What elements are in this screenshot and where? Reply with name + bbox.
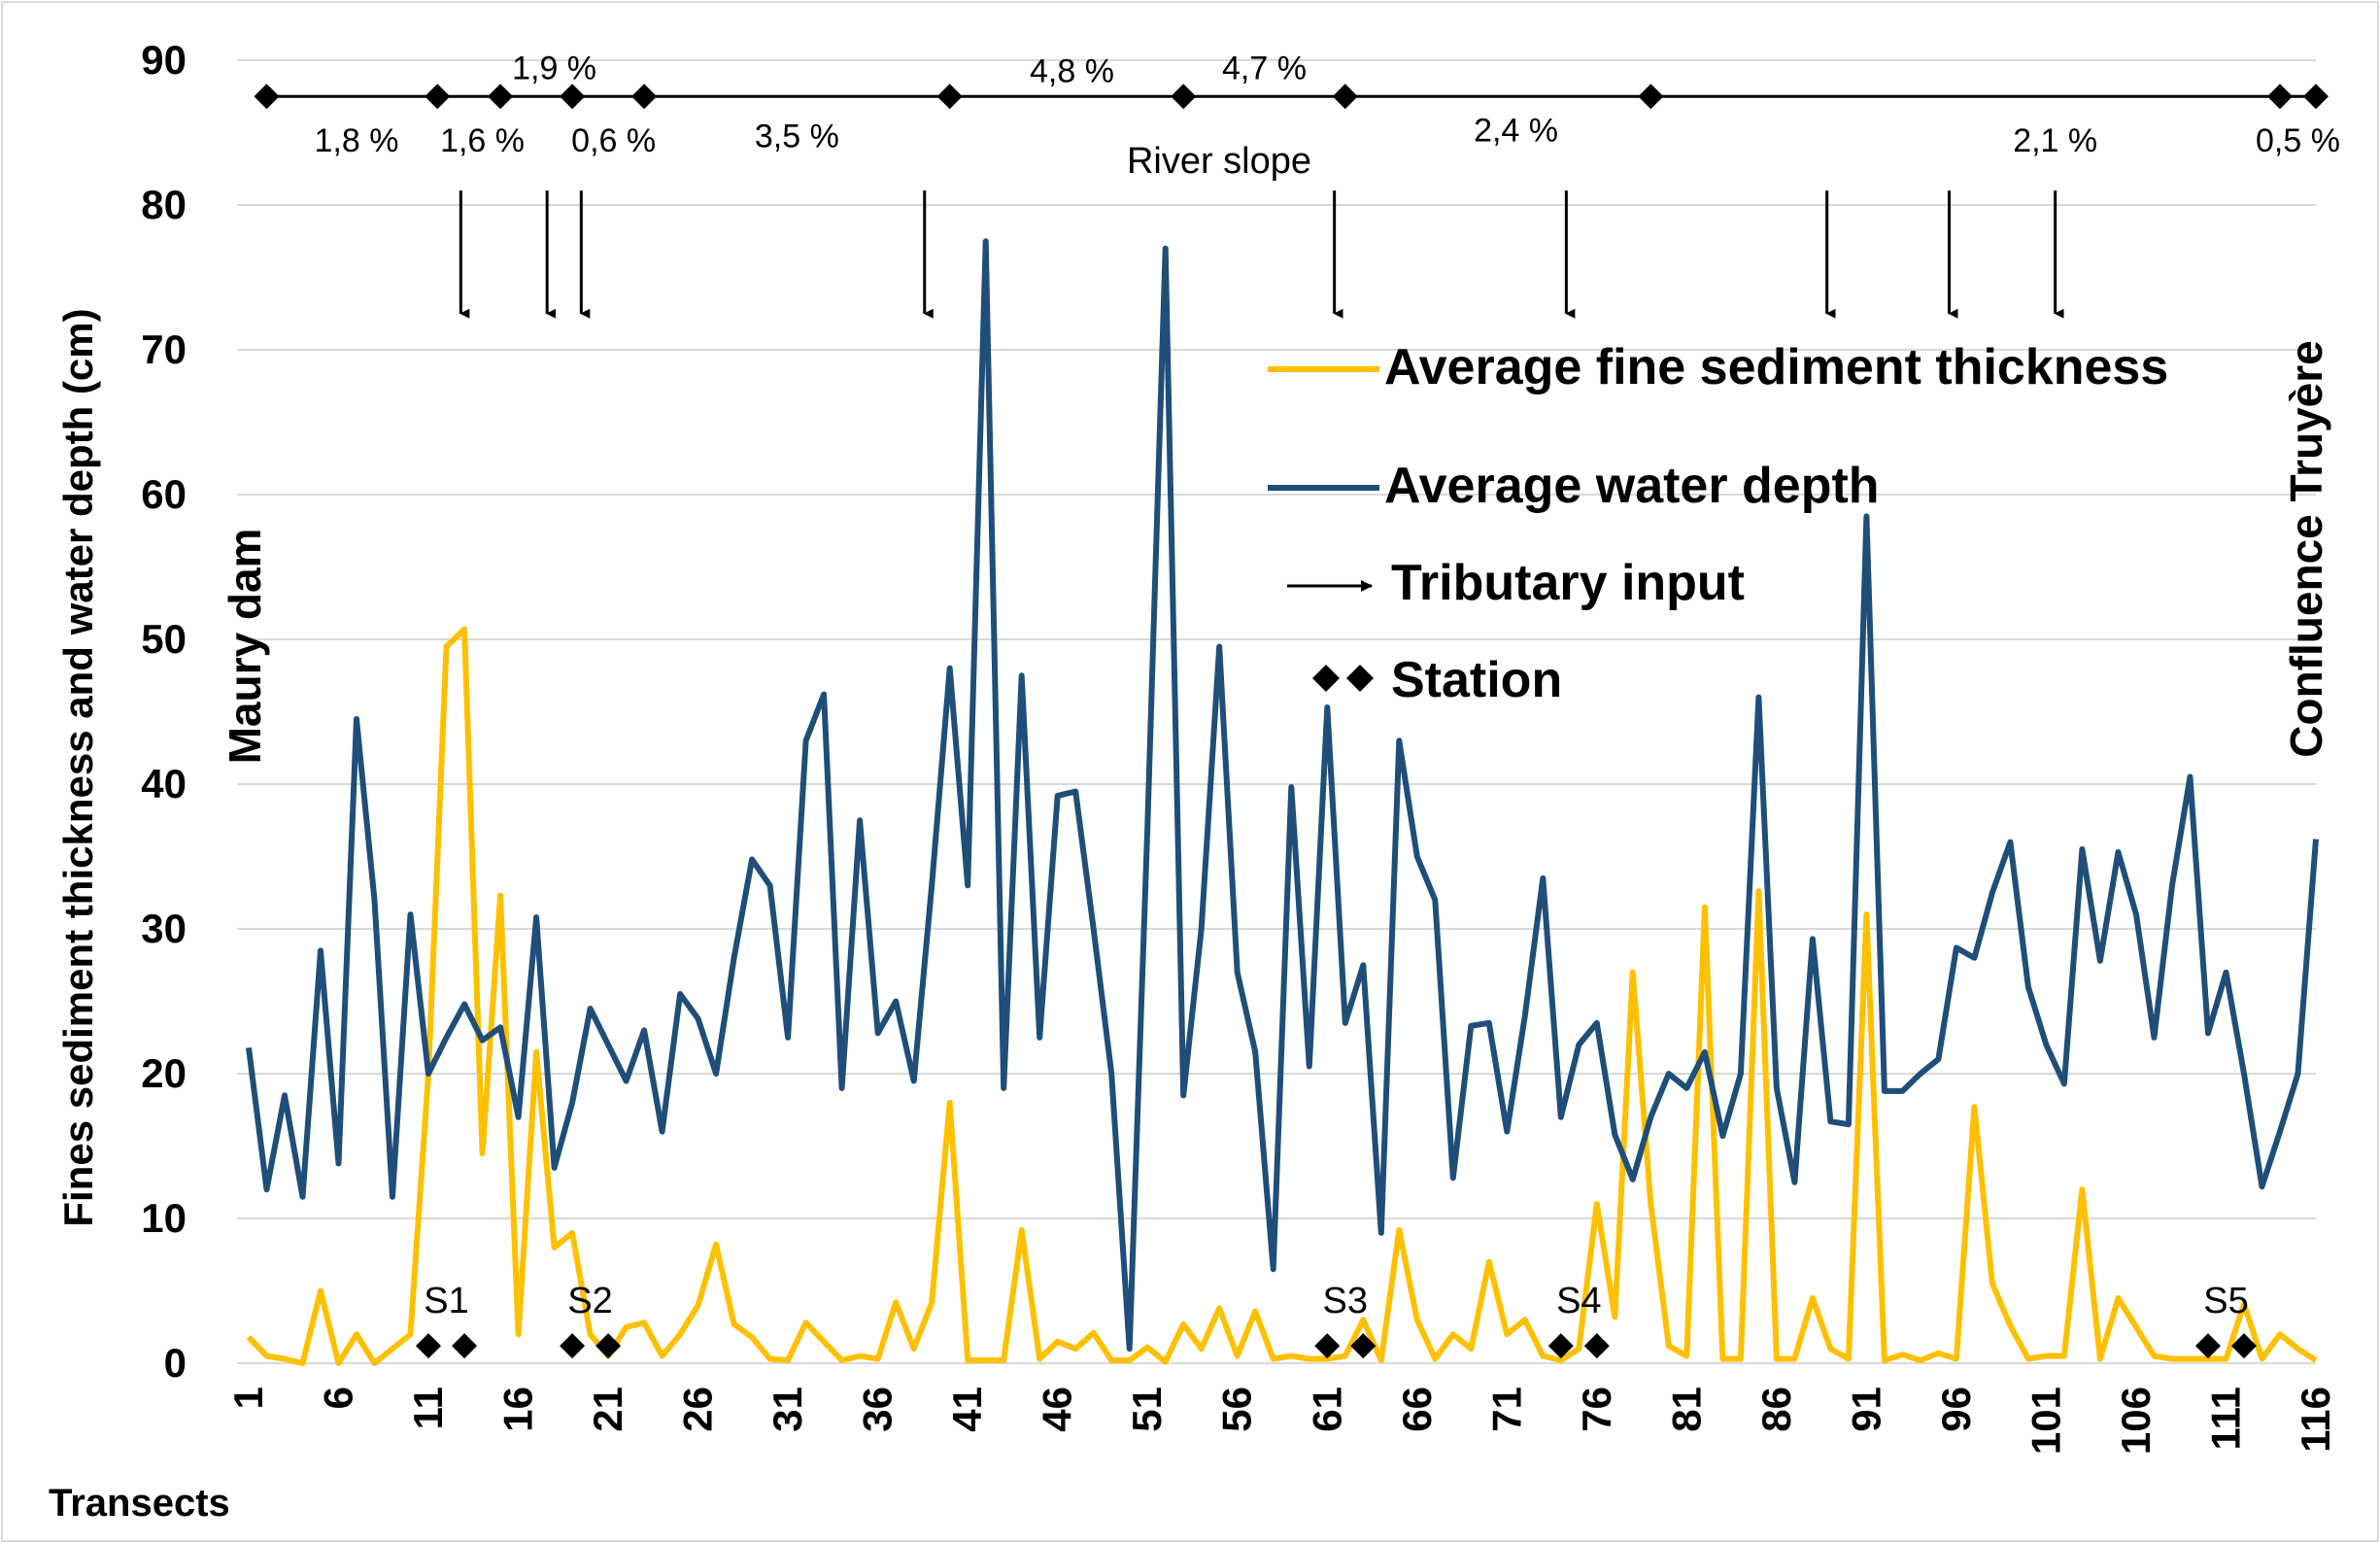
x-tick-label: 36 bbox=[855, 1387, 901, 1432]
x-axis-tick-labels: 1 6 11 16 21 26 31 36 41 46 51 56 61 66 71 76 81 86 91 96 10… bbox=[225, 1387, 2338, 1455]
y-axis-tick-labels: 0 10 20 30 40 50 60 70 80 90 bbox=[141, 37, 187, 1386]
x-tick-label: 11 bbox=[405, 1387, 451, 1429]
slope-value-label: 1,8 % bbox=[315, 122, 399, 159]
slope-node-marker bbox=[488, 84, 514, 110]
station-markers: S1 S2 S3 S4 S5 bbox=[416, 1281, 2257, 1359]
slope-node-marker bbox=[1171, 84, 1197, 110]
slope-value-label: 4,7 % bbox=[1222, 50, 1307, 86]
x-tick-label: 31 bbox=[765, 1387, 810, 1432]
slope-node-marker bbox=[2266, 84, 2293, 110]
tributary-arrows bbox=[459, 190, 2064, 319]
slope-node-marker bbox=[1638, 84, 1664, 110]
station-marker-icon bbox=[2230, 1333, 2257, 1359]
legend-label-depth: Average water depth bbox=[1384, 458, 1880, 514]
x-tick-label: 101 bbox=[2023, 1387, 2068, 1455]
station-label: S5 bbox=[2203, 1281, 2248, 1321]
y-tick-label: 90 bbox=[141, 37, 187, 83]
station-marker-icon bbox=[2194, 1333, 2221, 1359]
river-slope-profile: 1,8 % 1,6 % 1,9 % 0,6 % 3,5 % 4,8 % 4,7 % 2,4 %… bbox=[254, 50, 2340, 159]
x-tick-label: 46 bbox=[1035, 1387, 1080, 1432]
y-tick-label: 30 bbox=[141, 906, 187, 951]
station-marker-icon bbox=[416, 1333, 442, 1359]
slope-value-label: 4,8 % bbox=[1030, 52, 1114, 89]
station-marker-icon bbox=[1583, 1333, 1610, 1359]
station-marker-icon bbox=[595, 1333, 622, 1359]
y-tick-label: 80 bbox=[141, 182, 187, 227]
legend-label-tributary: Tributary input bbox=[1391, 555, 1745, 611]
station-label: S3 bbox=[1323, 1281, 1368, 1321]
x-tick-label: 51 bbox=[1124, 1387, 1170, 1432]
slope-value-label: 0,5 % bbox=[2256, 122, 2340, 159]
x-tick-label: 116 bbox=[2293, 1387, 2338, 1453]
x-tick-label: 71 bbox=[1483, 1387, 1529, 1432]
slope-value-label: 2,1 % bbox=[2013, 122, 2097, 159]
slope-node-marker bbox=[254, 84, 280, 110]
right-annotation: Confluence Truyère bbox=[2281, 340, 2331, 757]
legend: Average fine sediment thickness Average … bbox=[1268, 339, 2168, 708]
y-tick-label: 0 bbox=[164, 1340, 187, 1386]
slope-value-label: 2,4 % bbox=[1474, 113, 1558, 150]
left-annotation: Maury dam bbox=[220, 529, 270, 765]
y-tick-label: 60 bbox=[141, 471, 187, 517]
station-marker-icon bbox=[1350, 1333, 1377, 1359]
slope-node-marker bbox=[425, 84, 451, 110]
y-tick-label: 40 bbox=[141, 761, 187, 806]
station-label: S2 bbox=[567, 1281, 612, 1321]
x-axis-title: Transects bbox=[49, 1482, 230, 1525]
legend-station-icon-2 bbox=[1346, 665, 1374, 692]
station-label: S1 bbox=[424, 1281, 468, 1321]
station-label: S4 bbox=[1556, 1281, 1601, 1321]
x-tick-label: 41 bbox=[944, 1387, 990, 1432]
river-slope-label: River slope bbox=[1127, 141, 1311, 182]
x-tick-label: 96 bbox=[1933, 1387, 1979, 1432]
gridlines bbox=[237, 59, 2316, 1364]
legend-label-sediment: Average fine sediment thickness bbox=[1384, 339, 2168, 395]
station-marker-icon bbox=[452, 1333, 478, 1359]
legend-station-icon-1 bbox=[1312, 665, 1340, 692]
slope-value-label: 1,6 % bbox=[440, 122, 525, 159]
slope-node-marker bbox=[560, 84, 586, 110]
slope-value-label: 0,6 % bbox=[571, 122, 656, 159]
station-marker-icon bbox=[1314, 1333, 1341, 1359]
x-tick-label: 61 bbox=[1304, 1387, 1349, 1432]
y-tick-label: 20 bbox=[141, 1050, 187, 1096]
x-tick-label: 111 bbox=[2202, 1387, 2248, 1450]
x-tick-label: 66 bbox=[1394, 1387, 1440, 1432]
x-tick-label: 21 bbox=[585, 1387, 630, 1432]
x-tick-label: 16 bbox=[495, 1387, 541, 1432]
x-tick-label: 6 bbox=[316, 1387, 361, 1409]
slope-value-label: 1,9 % bbox=[512, 50, 596, 86]
series-line-water-depth bbox=[246, 238, 2319, 1353]
x-tick-label: 106 bbox=[2113, 1387, 2159, 1455]
series-line-fine-sediment-thickness bbox=[246, 626, 2318, 1366]
x-tick-label: 76 bbox=[1574, 1387, 1619, 1432]
x-tick-label: 86 bbox=[1753, 1387, 1799, 1432]
x-tick-label: 91 bbox=[1843, 1387, 1888, 1432]
y-tick-label: 50 bbox=[141, 616, 187, 662]
x-tick-label: 56 bbox=[1214, 1387, 1260, 1432]
slope-node-marker bbox=[1332, 84, 1358, 110]
station-marker-icon bbox=[1547, 1333, 1574, 1359]
x-tick-label: 26 bbox=[675, 1387, 721, 1432]
x-tick-label: 81 bbox=[1663, 1387, 1709, 1432]
slope-value-label: 3,5 % bbox=[755, 118, 839, 154]
y-tick-label: 10 bbox=[141, 1195, 187, 1241]
x-tick-label: 1 bbox=[225, 1387, 271, 1409]
y-tick-label: 70 bbox=[141, 326, 187, 372]
slope-node-marker bbox=[631, 84, 658, 110]
legend-label-station: Station bbox=[1391, 652, 1562, 708]
slope-node-marker bbox=[2303, 84, 2329, 110]
station-marker-icon bbox=[560, 1333, 586, 1359]
slope-node-marker bbox=[936, 84, 963, 110]
y-axis-title: Fines sediment thickness and water depth… bbox=[55, 308, 101, 1226]
